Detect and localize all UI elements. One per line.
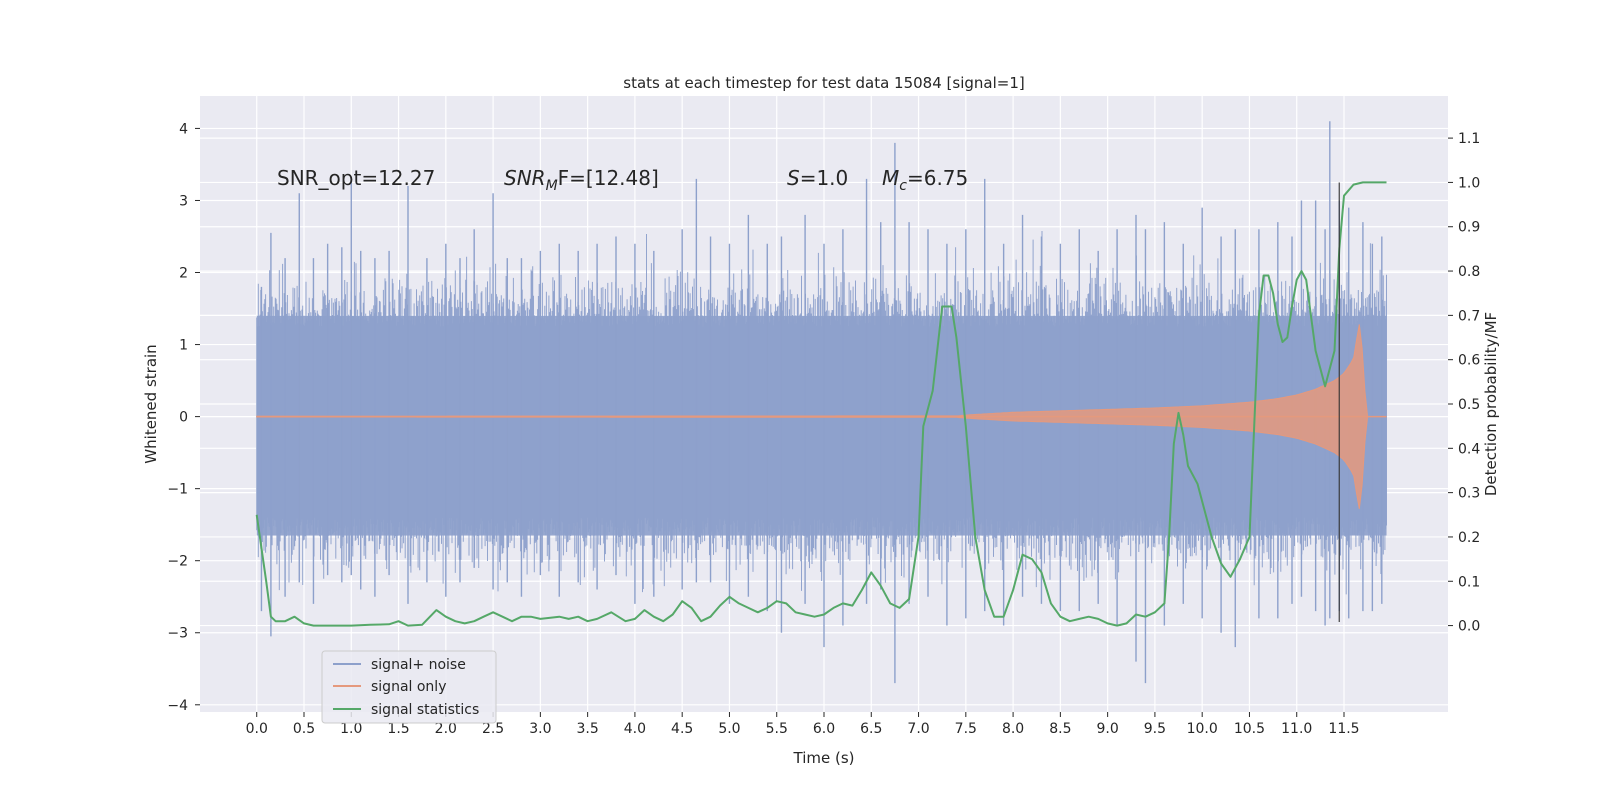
y-right-tick-label: 0.8 — [1458, 264, 1480, 280]
x-tick-label: 6.0 — [813, 721, 835, 737]
signal-statistics-series-layer — [255, 181, 1387, 627]
x-tick-label: 7.0 — [907, 721, 929, 737]
y-axis-right-label: Detection probability/MF — [1482, 312, 1500, 496]
x-tick-label: 1.5 — [387, 721, 409, 737]
y-left-tick-label: 0 — [179, 410, 188, 426]
y-right-tick-label: 0.4 — [1458, 441, 1480, 457]
annotation-mc-label: M — [882, 166, 899, 190]
y-axis-left-label: Whitened strain — [142, 344, 160, 463]
legend-label-signal-noise: signal+ noise — [371, 657, 466, 673]
legend-label-signal-statistics: signal statistics — [371, 702, 479, 718]
x-tick-label: 11.5 — [1328, 721, 1359, 737]
y-right-tick-label: 1.0 — [1458, 175, 1480, 191]
y-right-tick-label: 1.1 — [1458, 131, 1480, 147]
legend: signal+ noise signal only signal statist… — [321, 650, 497, 724]
y-left-tick-label: 2 — [179, 266, 188, 282]
x-tick-label: 9.0 — [1097, 721, 1119, 737]
annotation-s: S=1.0 — [787, 166, 848, 190]
x-tick-label: 3.0 — [529, 721, 551, 737]
annotation-mc-value: =6.75 — [907, 166, 968, 190]
annotation-s-value: =1.0 — [800, 166, 849, 190]
signal-statistics-line — [255, 181, 1387, 627]
left-y-axis-ticks: 4 3 2 1 0 −1 −2 −3 −4 — [167, 121, 200, 714]
annotation-snr-mf-sub: M — [546, 178, 558, 194]
x-tick-label: 5.0 — [718, 721, 740, 737]
y-right-tick-label: 0.9 — [1458, 220, 1480, 236]
annotation-snr-mf: SNRMF=[12.48] — [504, 166, 659, 194]
y-left-tick-label: −1 — [167, 482, 188, 498]
x-tick-label: 10.5 — [1234, 721, 1265, 737]
annotation-mc-sub: c — [899, 178, 907, 194]
y-left-tick-label: 3 — [179, 193, 188, 209]
annotation-mc: Mc=6.75 — [882, 166, 968, 194]
x-tick-label: 3.5 — [577, 721, 599, 737]
legend-label-signal-only: signal only — [371, 679, 446, 695]
y-right-tick-label: 0.3 — [1458, 486, 1480, 502]
x-tick-label: 5.5 — [766, 721, 788, 737]
x-tick-label: 9.5 — [1144, 721, 1166, 737]
x-axis-label: Time (s) — [793, 749, 855, 767]
y-right-tick-label: 0.1 — [1458, 574, 1480, 590]
y-left-tick-label: −2 — [167, 554, 188, 570]
y-right-tick-label: 0.0 — [1458, 619, 1480, 635]
x-tick-label: 0.0 — [246, 721, 268, 737]
x-tick-label: 4.0 — [624, 721, 646, 737]
annotation-snr-mf-base: SNR — [504, 166, 546, 190]
chart-title: stats at each timestep for test data 150… — [623, 74, 1024, 92]
x-tick-label: 4.5 — [671, 721, 693, 737]
annotation-snr-mf-rest: F=[12.48] — [558, 166, 659, 190]
y-left-tick-label: 4 — [179, 121, 188, 137]
x-tick-label: 11.0 — [1281, 721, 1312, 737]
x-axis-ticks: 0.0 0.5 1.0 1.5 2.0 2.5 3.0 3.5 4.0 4.5 5.0 5.5 6.0 6… — [246, 712, 1360, 737]
x-tick-label: 8.5 — [1049, 721, 1071, 737]
annotation-s-label: S — [787, 166, 800, 190]
y-left-tick-label: −3 — [167, 626, 188, 642]
y-left-tick-label: −4 — [167, 698, 188, 714]
y-right-tick-label: 0.6 — [1458, 353, 1480, 369]
y-left-tick-label: 1 — [179, 338, 188, 354]
annotation-snr-opt: SNR_opt=12.27 — [277, 166, 435, 190]
x-tick-label: 8.0 — [1002, 721, 1024, 737]
x-tick-label: 6.5 — [860, 721, 882, 737]
x-tick-label: 2.0 — [435, 721, 457, 737]
x-tick-label: 0.5 — [293, 721, 315, 737]
y-right-tick-label: 0.2 — [1458, 530, 1480, 546]
x-tick-label: 10.0 — [1187, 721, 1218, 737]
y-right-tick-label: 0.5 — [1458, 397, 1480, 413]
right-y-axis-ticks: 1.1 1.0 0.9 0.8 0.7 0.6 0.5 0.4 0.3 0.2 0.1 0.0 — [1448, 131, 1480, 635]
x-tick-label: 7.5 — [955, 721, 977, 737]
x-tick-label: 1.0 — [340, 721, 362, 737]
y-right-tick-label: 0.7 — [1458, 308, 1480, 324]
legend-box — [321, 650, 497, 724]
x-tick-label: 2.5 — [482, 721, 504, 737]
signal-only-series-layer — [256, 324, 1387, 509]
